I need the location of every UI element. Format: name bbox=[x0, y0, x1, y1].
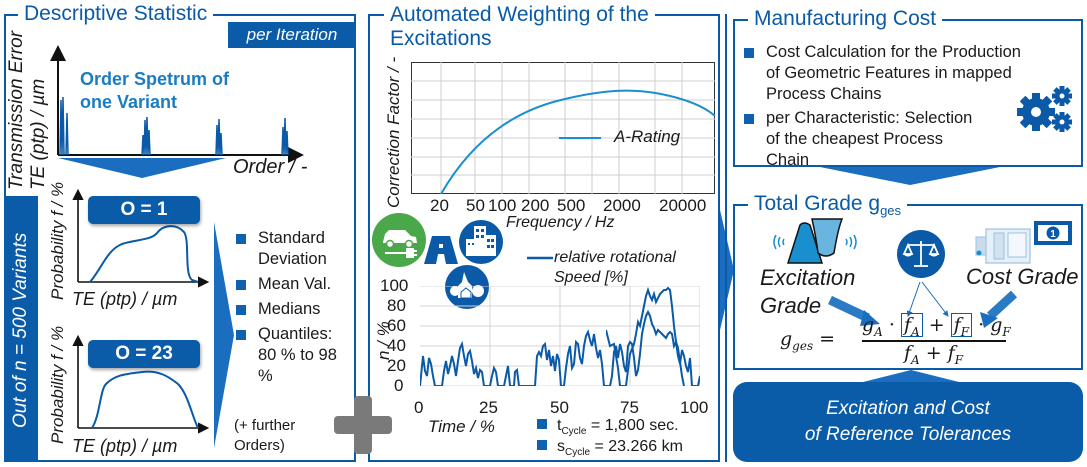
funnel-arrow bbox=[58, 158, 226, 178]
formula-denominator: fA + fF bbox=[904, 342, 964, 367]
speed-profile-chart-right bbox=[606, 286, 685, 386]
svg-text:1: 1 bbox=[1050, 229, 1056, 240]
distribution-o23-chart bbox=[72, 334, 210, 434]
correction-factor-y-label: Correction Factor / - bbox=[384, 56, 403, 208]
order-spectrum-title: Order Spetrum of one Variant bbox=[80, 69, 230, 112]
up-arrow-to-grade bbox=[855, 370, 967, 384]
order-1-badge: O = 1 bbox=[88, 196, 200, 224]
balance-scale-icon bbox=[897, 230, 945, 278]
distribution-o1-chart bbox=[72, 188, 210, 288]
gear-mesh-icon bbox=[773, 218, 857, 264]
variants-side-bar bbox=[4, 196, 38, 462]
excitation-grade-label: Excitation Grade bbox=[760, 265, 856, 318]
descriptive-statistic-title: Descriptive Statistic bbox=[18, 3, 214, 25]
formula-numerator: gA · fA + fF · gF bbox=[862, 313, 1011, 339]
total-grade-title: Total Grade gges bbox=[748, 193, 908, 223]
t-cycle-stat: tCycle = 1,800 sec. bbox=[537, 417, 679, 437]
stat-item: Standard Deviation bbox=[234, 228, 354, 270]
cost-bullet: per Characteristic: Selection of the che… bbox=[742, 108, 1042, 171]
down-arrow-to-grade bbox=[820, 167, 1000, 185]
chevron-arrow-right bbox=[720, 210, 734, 330]
stat-item: Mean Val. bbox=[234, 274, 354, 295]
per-iteration-tab: per Iteration bbox=[228, 22, 356, 48]
a-rating-chart bbox=[411, 62, 715, 194]
stat-item: Quantiles: 80 % to 98 % bbox=[234, 324, 354, 387]
order-spectrum-y-label: Transmission Error TE (ptp) / µm bbox=[6, 30, 49, 190]
order-23-badge: O = 23 bbox=[88, 340, 200, 368]
variants-side-label: Out of n = 500 Variants bbox=[10, 232, 31, 428]
cost-bullet: Cost Calculation for the Production of G… bbox=[742, 42, 1042, 105]
speed-legend-line bbox=[527, 256, 553, 260]
plus-icon bbox=[334, 396, 392, 454]
dist2-x-label: TE (ptp) / µm bbox=[72, 436, 178, 456]
further-orders-note: (+ further Orders) bbox=[234, 417, 296, 454]
highway-icon bbox=[424, 236, 458, 264]
frequency-x-label: Frequency / Hz bbox=[506, 214, 615, 231]
speed-legend: relative rotational Speed [%] bbox=[554, 249, 676, 286]
order-spectrum-chart bbox=[50, 45, 304, 163]
gears-icon bbox=[1017, 86, 1072, 132]
reference-tolerances-box: Excitation and Cost of Reference Toleran… bbox=[733, 382, 1083, 462]
electric-car-icon bbox=[372, 213, 426, 267]
chevron-arrow bbox=[214, 222, 234, 448]
formula-fraction-bar bbox=[862, 340, 1006, 342]
a-rating-legend: A-Rating bbox=[614, 127, 681, 146]
manufacturing-cost-panel bbox=[733, 19, 1083, 167]
manufacturing-cost-title: Manufacturing Cost bbox=[748, 8, 943, 30]
speed-profile-chart bbox=[420, 286, 700, 386]
city-icon bbox=[459, 220, 503, 264]
time-x-label: Time / % bbox=[428, 417, 495, 436]
manufacturing-cost-list: Cost Calculation for the Production of G… bbox=[742, 42, 1042, 171]
machine-money-icon: 1 bbox=[975, 221, 1072, 264]
stat-item: Medians bbox=[234, 299, 354, 320]
s-cycle-stat: sCycle = 23.266 km bbox=[537, 438, 683, 458]
dist1-x-label: TE (ptp) / µm bbox=[72, 289, 178, 309]
formula-arrows bbox=[828, 281, 1018, 328]
cost-grade-label: Cost Grade bbox=[966, 264, 1079, 289]
per-iteration-label: per Iteration bbox=[246, 25, 338, 44]
formula-lhs: gges = bbox=[780, 328, 836, 353]
dist1-y-label: Probability f / % bbox=[48, 181, 67, 300]
automated-weighting-title: Automated Weighting of the Excitations bbox=[384, 3, 655, 51]
dist2-y-label: Probability f / % bbox=[48, 325, 67, 444]
right-column-border bbox=[725, 14, 727, 462]
order-spectrum-x-label: Order / - bbox=[233, 156, 308, 178]
village-icon bbox=[445, 265, 489, 309]
statistics-list: Standard Deviation Mean Val. Medians Qua… bbox=[234, 228, 354, 387]
